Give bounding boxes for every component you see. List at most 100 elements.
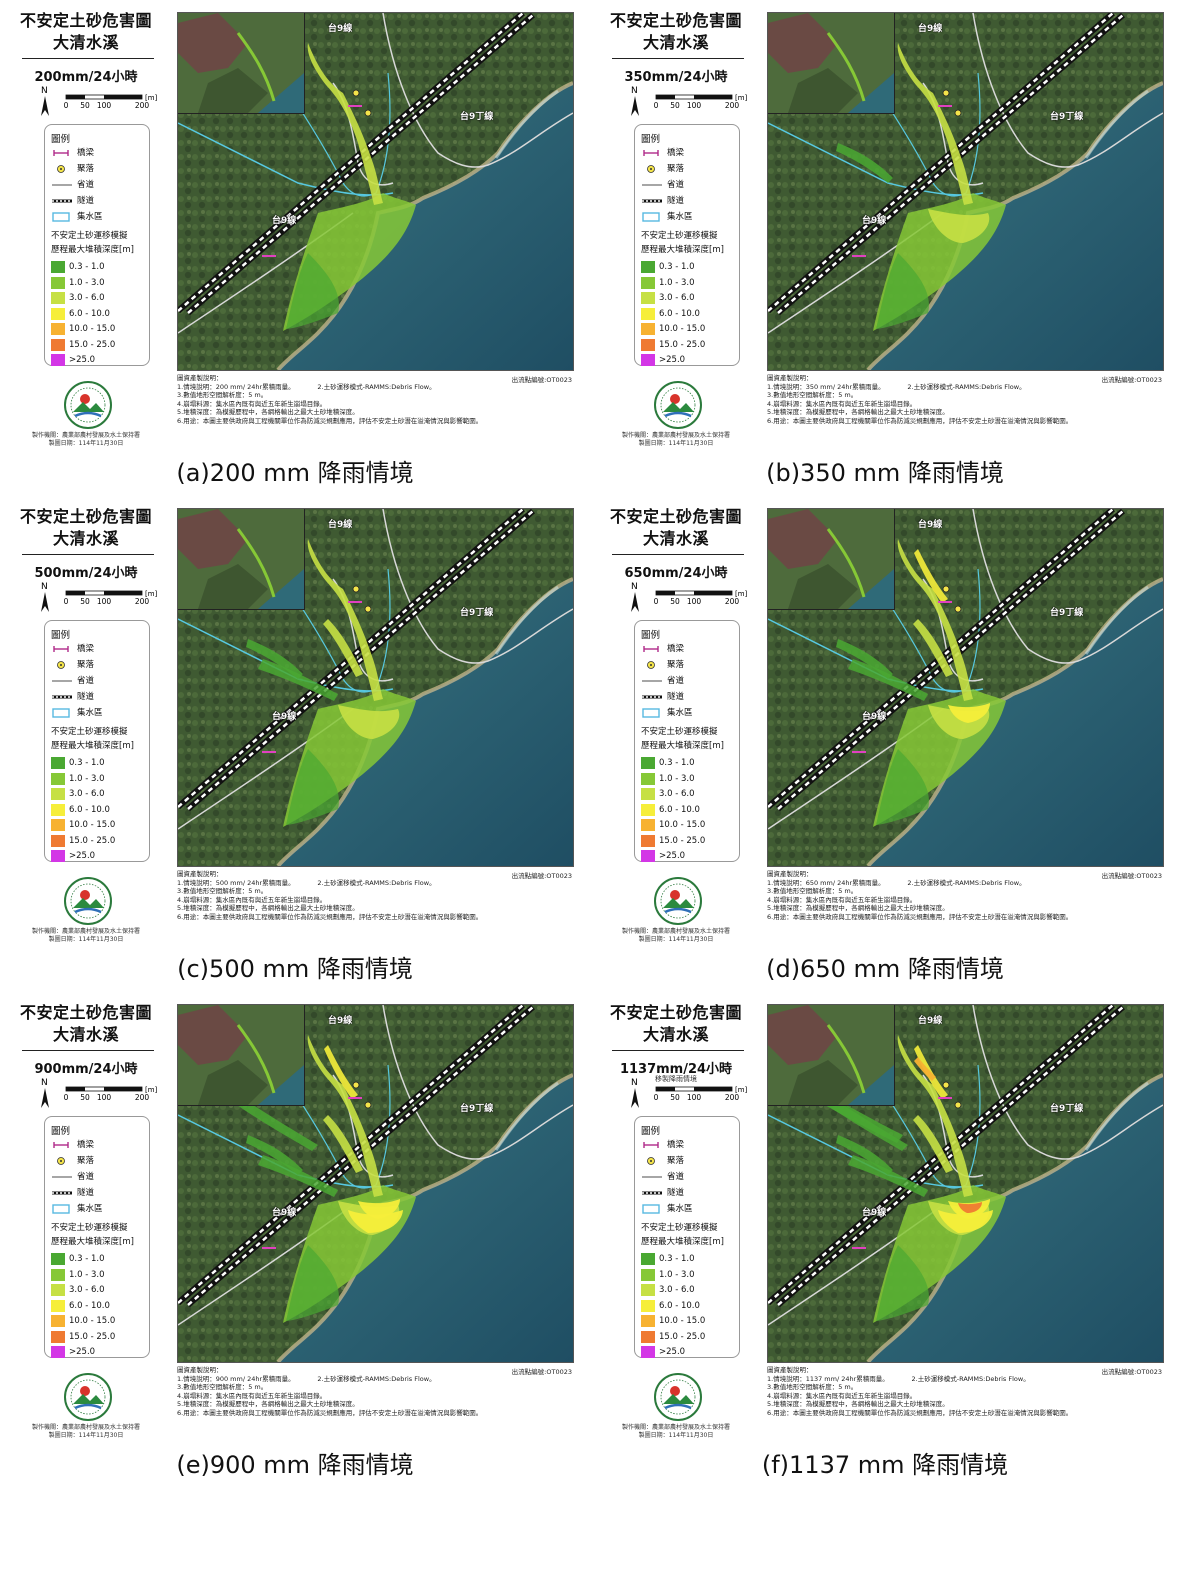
notes-heading: 圖資產製說明： [177, 1366, 223, 1374]
depth-swatch [51, 1253, 65, 1265]
depth-swatch [641, 261, 655, 273]
agency-credit: 製作機關：農業部農村發展及水土保持署 製圖日期：114年11月30日 [590, 1424, 762, 1440]
map-title-main: 不安定土砂危害圖 [19, 507, 152, 526]
hazard-map-sheet: 不安定土砂危害圖 大清水溪 900mm/24小時 N 0 50 100 200 [m] … [0, 992, 590, 1442]
surf-line [1084, 585, 1149, 655]
road-label-west: 台9線 [862, 712, 887, 722]
road-label-north: 台9線 [918, 24, 943, 34]
tributary-flow [246, 639, 303, 679]
panel-caption: (d)650 mm 降雨情境 [766, 955, 1004, 983]
hazard-map-sheet: 不安定土砂危害圖 大清水溪 500mm/24小時 N 0 50 100 200 [m] … [0, 496, 590, 946]
legend-symbol-row: 橋梁 [641, 147, 741, 159]
road-label-west: 台9線 [862, 1208, 887, 1218]
debris-channel [897, 1035, 973, 1197]
surf-line [1084, 89, 1149, 159]
depth-swatch [51, 261, 65, 273]
depth-class-row: 3.0 - 6.0 [641, 1282, 737, 1298]
legend-symbol-label: 隧道 [667, 1188, 685, 1198]
scenario-panel: 不安定土砂危害圖 大清水溪 650mm/24小時 N 0 50 100 200 [m] … [590, 496, 1180, 986]
scale-bar: 0 50 100 200[m] [64, 1086, 158, 1102]
road-label-east: 台9丁線 [460, 112, 494, 122]
notes-scenario: 1.情境說明：1137 mm/ 24hr累積雨量。 [767, 1374, 886, 1383]
depth-class-row: 6.0 - 10.0 [641, 1298, 737, 1314]
simulation-title-line2: 歷程最大堆積深度[m] [51, 1237, 134, 1247]
legend-symbol-row: 聚落 [641, 1155, 741, 1167]
scale-bar: 0 50 100 200[m] [64, 590, 158, 606]
legend-symbol-row: 橋梁 [51, 147, 151, 159]
debris-channel [307, 1035, 383, 1197]
hazard-map: 台9線 台9丁線 台9線 [177, 12, 574, 371]
notes-heading: 圖資產製說明： [177, 870, 223, 878]
road-label-west: 台9線 [272, 712, 297, 722]
depth-label: 6.0 - 10.0 [659, 804, 700, 815]
agency-seal-icon [64, 381, 112, 429]
depth-swatch [641, 307, 655, 320]
map-notes: 圖資產製說明： 1.情境說明：200 mm/ 24hr累積雨量。 2.土砂運移模… [177, 374, 582, 425]
road-label-east: 台9丁線 [460, 1104, 494, 1114]
outlet-code: 出流點編號:OT0023 [511, 376, 572, 384]
legend-box: 圖例 橋梁 聚落 省道 隧道 集水區 不安定土砂運移模擬 歷程最大堆積深度[m] 0.3… [44, 124, 150, 366]
deposition-peak [958, 1202, 982, 1213]
legend-symbol-label: 隧道 [77, 692, 95, 702]
legend-column: 不安定土砂危害圖 大清水溪 650mm/24小時 N 0 50 100 200 [m] … [590, 496, 762, 946]
depth-swatch [641, 803, 655, 816]
settlement-marker [954, 109, 962, 117]
catchment-boundary [768, 122, 984, 196]
depth-class-row: 15.0 - 25.0 [641, 337, 737, 353]
simulation-title-line1: 不安定土砂運移模擬 [641, 1223, 718, 1233]
scale-tick-label: 0 [654, 101, 659, 110]
simulation-title-line2: 歷程最大堆積深度[m] [51, 245, 134, 255]
depth-swatch [641, 1346, 655, 1358]
inset-terrain [768, 509, 894, 609]
road-label-east: 台9丁線 [1050, 608, 1084, 618]
scale-tick-label: 200 [725, 1093, 740, 1102]
scale-tick-label: 200 [725, 101, 740, 110]
legend-symbol-row: 橋梁 [641, 1139, 741, 1151]
settlement-icon [647, 165, 655, 173]
panel-caption: (a)200 mm 降雨情境 [176, 459, 414, 487]
notes-dem: 3.數值地形空間解析度：5 m。 [767, 391, 858, 399]
inset-channel [236, 528, 276, 598]
map-notes: 圖資產製說明： 1.情境說明：1137 mm/ 24hr累積雨量。 2.土砂運移… [767, 1366, 1172, 1417]
agency-seal-icon [654, 1373, 702, 1421]
legend-symbol-label: 橋梁 [667, 644, 685, 654]
notes-scenario-row: 1.情境說明：350 mm/ 24hr累積雨量。 2.土砂運移模式-RAMMS:… [767, 383, 1172, 392]
map-notes: 圖資產製說明： 1.情境說明：650 mm/ 24hr累積雨量。 2.土砂運移模… [767, 870, 1172, 921]
debris-channel-core [914, 549, 948, 603]
debris-channel [307, 43, 383, 205]
tributary-flow [848, 659, 928, 701]
tributary-flow [234, 1095, 318, 1151]
simulation-title-line2: 歷程最大堆積深度[m] [641, 741, 724, 751]
satellite-map [768, 1005, 1163, 1362]
hazard-map: 台9線 台9丁線 台9線 [177, 1004, 574, 1363]
simulation-title: 不安定土砂運移模擬 歷程最大堆積深度[m] [641, 1221, 724, 1249]
depth-label: 15.0 - 25.0 [69, 835, 116, 846]
depth-label: 3.0 - 6.0 [659, 1285, 695, 1295]
depth-label: 3.0 - 6.0 [69, 1285, 105, 1295]
depth-label: 1.0 - 3.0 [69, 277, 105, 288]
legend-symbol-row: 橋梁 [51, 1139, 151, 1151]
hazard-map: 台9線 台9丁線 台9線 [767, 12, 1164, 371]
inset-channel [826, 1024, 866, 1094]
map-title: 不安定土砂危害圖 大清水溪 [0, 10, 172, 54]
depth-label: 1.0 - 3.0 [659, 773, 695, 784]
map-title: 不安定土砂危害圖 大清水溪 [0, 1002, 172, 1046]
depth-swatch [641, 338, 655, 351]
legend-symbol-label: 集水區 [667, 212, 693, 222]
depth-class-row: 10.0 - 15.0 [51, 817, 147, 833]
catchment-boundary [178, 122, 394, 196]
legend-symbol-label: 集水區 [667, 708, 693, 718]
depth-swatch [641, 757, 655, 769]
legend-symbol-row: 隧道 [641, 195, 741, 207]
north-arrow-icon: N [41, 1078, 49, 1108]
tunnel-line-icon [52, 199, 72, 203]
locator-inset [178, 1005, 305, 1106]
legend-symbol-label: 聚落 [77, 660, 95, 670]
scale-unit: [m] [145, 1086, 158, 1094]
tunnel-line-icon [52, 695, 72, 699]
scale-tick-label: 200 [725, 597, 740, 606]
locator-inset [178, 509, 305, 610]
depth-label: 3.0 - 6.0 [659, 293, 695, 303]
legend-symbol-row: 隧道 [641, 1187, 741, 1199]
road-line-icon [52, 1176, 72, 1178]
